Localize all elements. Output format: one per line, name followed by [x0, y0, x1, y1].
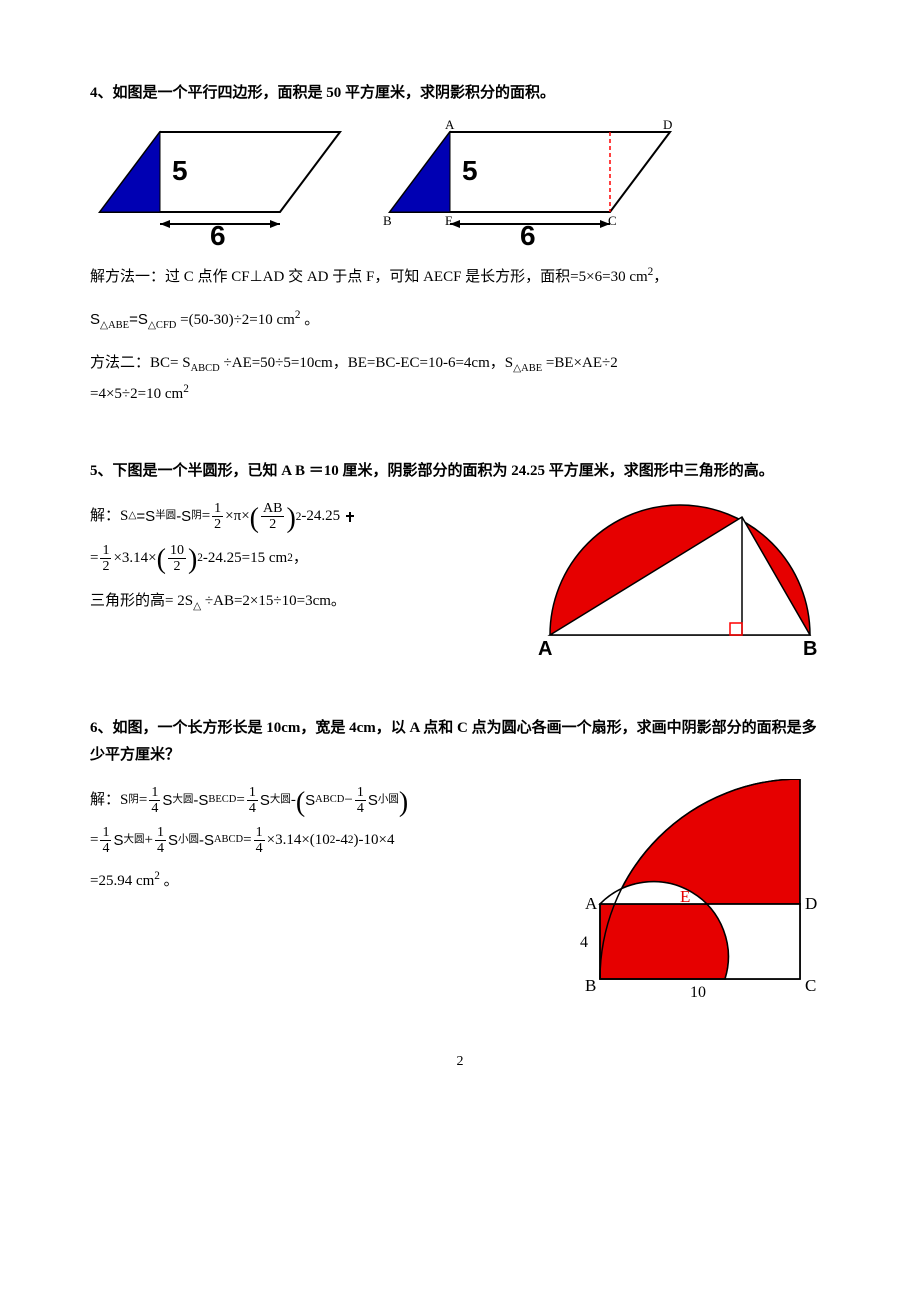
svg-text:B: B: [585, 976, 596, 995]
svg-text:4: 4: [580, 934, 588, 951]
svg-text:6: 6: [210, 220, 226, 247]
p4-sol-line2: S△ABE=S△CFD =(50-30)÷2=10 cm2 。: [90, 305, 830, 336]
p4-figures: 5 6 A D B E C 5 6: [90, 117, 830, 247]
p5-sol-line2: = 12 ×3.14× ( 102 )2 -24.25=15 cm2，: [90, 543, 510, 575]
p4-sol-line1: 解方法一：过 C 点作 CF⊥AD 交 AD 于点 F，可知 AECF 是长方形…: [90, 262, 830, 291]
problem-4: 4、如图是一个平行四边形，面积是 50 平方厘米，求阴影积分的面积。 5 6 A…: [90, 80, 830, 408]
svg-text:C: C: [608, 213, 617, 228]
svg-text:5: 5: [172, 155, 188, 186]
svg-text:D: D: [663, 117, 672, 132]
page-number: 2: [90, 1049, 830, 1074]
p4-figure-1: 5 6: [90, 117, 350, 247]
p5-title: 5、下图是一个半圆形，已知 A B ＝10 厘米，阴影部分的面积为 24.25 …: [90, 458, 830, 485]
p6-solution: 解：S阴= 14 S大圆-SBECD = 14 S大圆- ( SABCD − 1…: [90, 779, 530, 896]
problem-6: 6、如图，一个长方形长是 10cm，宽是 4cm，以 A 点和 C 点为圆心各画…: [90, 715, 830, 999]
p4-solution: 解方法一：过 C 点作 CF⊥AD 交 AD 于点 F，可知 AECF 是长方形…: [90, 262, 830, 408]
cursor-icon: [346, 511, 358, 523]
p6-sol-line2: = 14 S大圆 + 14 S小圆 -SABCD = 14 ×3.14× (10…: [90, 825, 530, 857]
p5-figure: A B: [530, 495, 830, 665]
p5-sol-line1: 解：S△=S半圆-S阴= 12 ×π× ( AB2 )2 -24.25: [90, 501, 510, 533]
svg-text:B: B: [383, 213, 392, 228]
svg-text:E: E: [445, 213, 453, 228]
svg-text:A: A: [538, 638, 552, 660]
svg-text:6: 6: [520, 220, 536, 247]
svg-text:10: 10: [690, 984, 706, 999]
svg-text:B: B: [803, 638, 817, 660]
svg-text:5: 5: [462, 155, 478, 186]
problem-5: 5、下图是一个半圆形，已知 A B ＝10 厘米，阴影部分的面积为 24.25 …: [90, 458, 830, 665]
p6-sol-line1: 解：S阴= 14 S大圆-SBECD = 14 S大圆- ( SABCD − 1…: [90, 785, 530, 817]
svg-text:A: A: [445, 117, 455, 132]
p5-sol-line3: 三角形的高= 2S△ ÷AB=2×15÷10=3cm。: [90, 588, 510, 617]
p4-figure-2: A D B E C 5 6: [380, 117, 680, 247]
p6-sol-line3: =25.94 cm2 。: [90, 866, 530, 895]
p5-solution: 解：S△=S半圆-S阴= 12 ×π× ( AB2 )2 -24.25 = 12…: [90, 495, 510, 617]
p4-title: 4、如图是一个平行四边形，面积是 50 平方厘米，求阴影积分的面积。: [90, 80, 830, 107]
svg-text:D: D: [805, 894, 817, 913]
p6-title: 6、如图，一个长方形长是 10cm，宽是 4cm，以 A 点和 C 点为圆心各画…: [90, 715, 830, 769]
svg-text:E: E: [680, 887, 690, 906]
p6-figure: A E D B C 4 10: [550, 779, 830, 999]
p4-sol-line4: =4×5÷2=10 cm2: [90, 379, 830, 408]
p4-sol-line3: 方法二：BC= SABCD ÷AE=50÷5=10cm，BE=BC-EC=10-…: [90, 350, 830, 379]
svg-text:A: A: [585, 894, 598, 913]
svg-text:C: C: [805, 976, 816, 995]
